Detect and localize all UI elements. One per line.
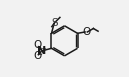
Text: O: O — [82, 27, 90, 37]
Text: O: O — [33, 51, 41, 61]
Text: −: − — [36, 52, 42, 58]
Text: +: + — [41, 46, 46, 52]
Text: O: O — [33, 40, 41, 50]
Text: S: S — [51, 18, 58, 28]
Text: N: N — [37, 46, 46, 56]
